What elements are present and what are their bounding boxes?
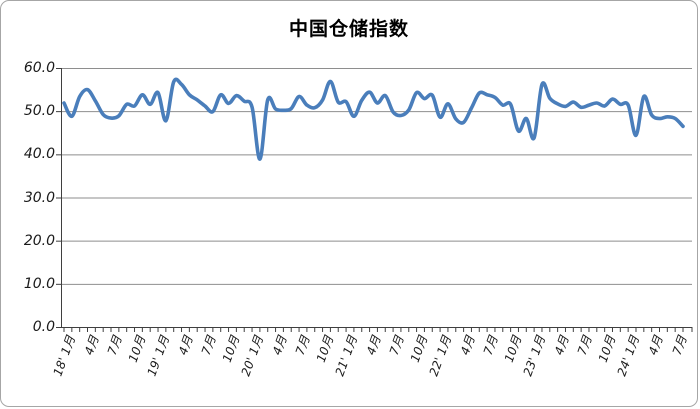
chart-title: 中国仓储指数 [288,18,409,40]
y-axis-tick-label: 50.0 [23,103,55,120]
y-axis-tick-label: 60.0 [23,60,55,76]
index-series-line [62,77,685,161]
y-axis-tick-label: 10.0 [23,275,55,292]
y-axis-tick-label: 40.0 [23,146,55,163]
y-axis-tick-label: 0.0 [32,319,55,335]
y-axis-tick-label: 30.0 [23,189,55,206]
y-axis-tick-label: 20.0 [23,232,55,249]
